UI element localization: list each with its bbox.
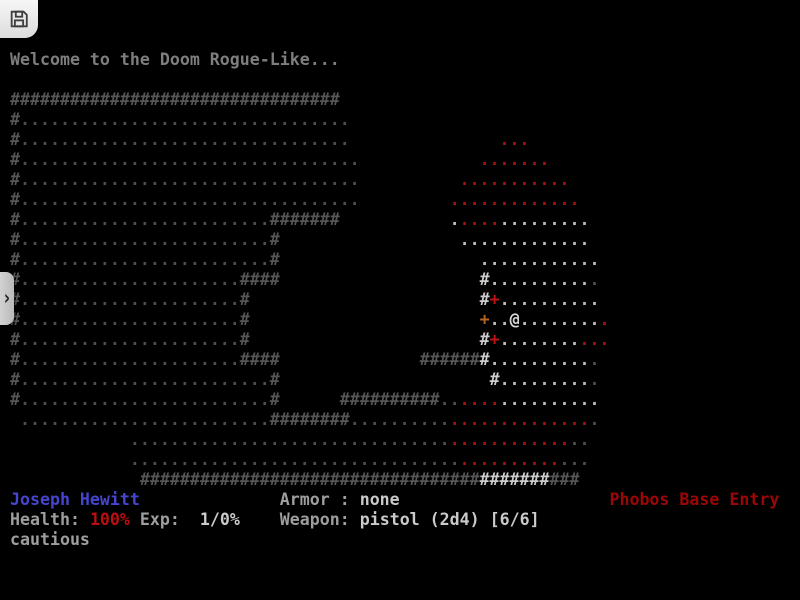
message-log-line: Welcome to the Doom Rogue-Like... — [10, 50, 340, 70]
status-bar: Joseph Hewitt Armor : none Phobos Base E… — [10, 490, 779, 550]
player-name: Joseph Hewitt — [10, 490, 140, 509]
chevron-right-icon: › — [3, 285, 11, 310]
welcome-message: Welcome to the Doom Rogue-Like... — [10, 50, 340, 69]
floppy-disk-icon — [8, 8, 30, 30]
health-label: Health: — [10, 510, 80, 529]
player-at-glyph: @ — [509, 310, 520, 329]
sidebar-drawer-tab[interactable]: › — [0, 272, 14, 325]
exp-label: Exp: — [139, 510, 180, 529]
armor-value: none — [359, 490, 400, 509]
armor-separator: : — [339, 490, 350, 509]
game-map: ################################# #......… — [10, 90, 610, 489]
weapon-value: pistol (2d4) [6/6] — [359, 510, 540, 529]
door-glyph: + — [489, 330, 500, 349]
weapon-label: Weapon: — [279, 510, 350, 529]
save-button[interactable] — [0, 0, 38, 38]
location: Phobos Base Entry — [609, 490, 780, 509]
armor-label: Armor — [279, 490, 330, 509]
door-glyph: + — [489, 290, 500, 309]
exp-value: 1/0% — [199, 510, 240, 529]
health-value: 100% — [89, 510, 130, 529]
door-glyph: + — [479, 310, 490, 329]
tactic: cautious — [10, 530, 90, 549]
